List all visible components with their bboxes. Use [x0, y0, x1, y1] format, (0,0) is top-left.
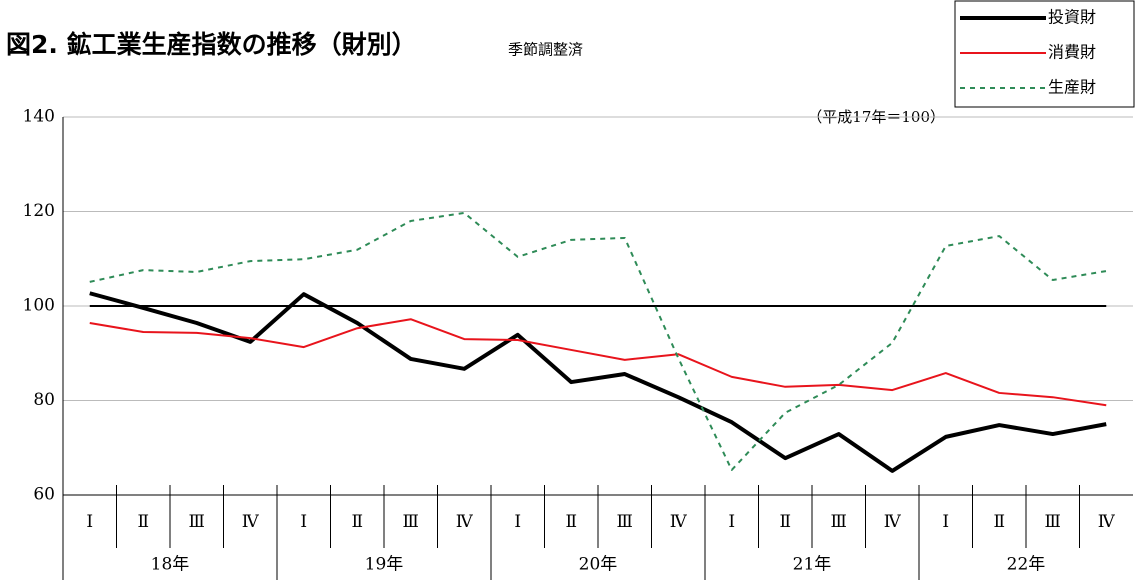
- year-label: 22年: [1007, 555, 1046, 575]
- year-label: 19年: [365, 555, 404, 575]
- x-tick-label: Ⅰ: [300, 512, 307, 532]
- chart-subtitle: 季節調整済: [508, 41, 583, 59]
- x-tick-label: Ⅱ: [565, 512, 577, 532]
- legend-label: 投資財: [1048, 8, 1096, 27]
- x-tick-label: Ⅱ: [351, 512, 363, 532]
- legend-label: 生産財: [1048, 78, 1096, 97]
- y-tick-label: 140: [23, 107, 55, 127]
- x-tick-label: Ⅲ: [1045, 512, 1061, 532]
- y-tick-label: 60: [33, 485, 55, 505]
- x-tick-label: Ⅳ: [670, 512, 688, 532]
- legend-label: 消費財: [1048, 43, 1096, 62]
- x-tick-label: Ⅱ: [137, 512, 149, 532]
- x-tick-label: Ⅲ: [617, 512, 633, 532]
- x-tick-label: Ⅲ: [831, 512, 847, 532]
- series-line: [89, 211, 1107, 471]
- x-tick-label: Ⅳ: [456, 512, 474, 532]
- year-label: 20年: [579, 555, 618, 575]
- x-tick-label: Ⅰ: [728, 512, 735, 532]
- series-line: [89, 291, 1107, 473]
- year-label: 18年: [151, 555, 190, 575]
- x-tick-label: Ⅳ: [1098, 512, 1116, 532]
- y-tick-label: 120: [23, 201, 55, 221]
- y-tick-label: 80: [33, 390, 55, 410]
- x-tick-label: Ⅱ: [779, 512, 791, 532]
- x-tick-label: Ⅰ: [514, 512, 521, 532]
- series-line: [89, 318, 1107, 407]
- y-tick-label: 100: [23, 296, 55, 316]
- x-tick-label: Ⅲ: [403, 512, 419, 532]
- chart-title: 図2. 鉱工業生産指数の推移（財別）: [6, 30, 417, 59]
- year-label: 21年: [793, 555, 832, 575]
- x-tick-label: Ⅲ: [189, 512, 205, 532]
- x-tick-label: Ⅰ: [942, 512, 949, 532]
- x-tick-label: Ⅳ: [884, 512, 902, 532]
- x-tick-label: Ⅰ: [86, 512, 93, 532]
- x-tick-label: Ⅱ: [993, 512, 1005, 532]
- x-tick-label: Ⅳ: [242, 512, 260, 532]
